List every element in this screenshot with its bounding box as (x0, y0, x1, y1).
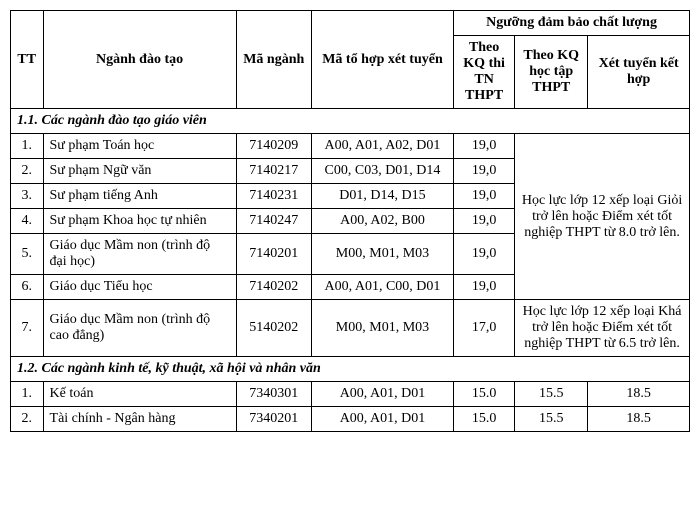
header-ma-nganh: Mã ngành (236, 11, 311, 109)
cell-thpt: 19,0 (454, 234, 515, 275)
header-nguong-group: Ngưỡng đảm bảo chất lượng (454, 11, 690, 36)
section-1-title: 1.1. Các ngành đào tạo giáo viên (11, 109, 690, 134)
cell-thpt: 15.0 (454, 407, 515, 432)
cell-name: Giáo dục Mầm non (trình độ cao đẳng) (43, 300, 236, 357)
cell-comb: A00, A01, D01 (311, 407, 453, 432)
cell-code: 7140247 (236, 209, 311, 234)
cell-thpt: 15.0 (454, 382, 515, 407)
merged-note-2: Học lực lớp 12 xếp loại Khá trở lên hoặc… (515, 300, 690, 357)
cell-comb: A00, A01, A02, D01 (311, 134, 453, 159)
cell-code: 7340301 (236, 382, 311, 407)
cell-tt: 5. (11, 234, 44, 275)
cell-hoc: 15.5 (515, 382, 588, 407)
header-nganh: Ngành đào tạo (43, 11, 236, 109)
cell-comb: A00, A01, C00, D01 (311, 275, 453, 300)
cell-name: Sư phạm Khoa học tự nhiên (43, 209, 236, 234)
cell-tt: 1. (11, 134, 44, 159)
admissions-table: TT Ngành đào tạo Mã ngành Mã tổ hợp xét … (10, 10, 690, 432)
header-ma-to-hop: Mã tổ hợp xét tuyển (311, 11, 453, 109)
cell-code: 5140202 (236, 300, 311, 357)
cell-tt: 2. (11, 407, 44, 432)
table-row: 1. Kế toán 7340301 A00, A01, D01 15.0 15… (11, 382, 690, 407)
cell-code: 7340201 (236, 407, 311, 432)
cell-thpt: 17,0 (454, 300, 515, 357)
cell-tt: 7. (11, 300, 44, 357)
table-row: 1. Sư phạm Toán học 7140209 A00, A01, A0… (11, 134, 690, 159)
table-row: 2. Tài chính - Ngân hàng 7340201 A00, A0… (11, 407, 690, 432)
cell-code: 7140201 (236, 234, 311, 275)
cell-code: 7140202 (236, 275, 311, 300)
merged-note-1: Học lực lớp 12 xếp loại Giỏi trở lên hoặ… (515, 134, 690, 300)
cell-tt: 4. (11, 209, 44, 234)
cell-thpt: 19,0 (454, 209, 515, 234)
header-tt: TT (11, 11, 44, 109)
cell-name: Giáo dục Mầm non (trình độ đại học) (43, 234, 236, 275)
cell-comb: M00, M01, M03 (311, 300, 453, 357)
cell-ket: 18.5 (588, 407, 690, 432)
section-2-header-row: 1.2. Các ngành kinh tế, kỹ thuật, xã hội… (11, 357, 690, 382)
section-1-header-row: 1.1. Các ngành đào tạo giáo viên (11, 109, 690, 134)
header-theo-thpt: Theo KQ thi TN THPT (454, 36, 515, 109)
header-theo-hoc-tap: Theo KQ học tập THPT (515, 36, 588, 109)
section-2-title: 1.2. Các ngành kinh tế, kỹ thuật, xã hội… (11, 357, 690, 382)
cell-code: 7140209 (236, 134, 311, 159)
cell-name: Kế toán (43, 382, 236, 407)
cell-comb: A00, A01, D01 (311, 382, 453, 407)
cell-tt: 6. (11, 275, 44, 300)
cell-thpt: 19,0 (454, 159, 515, 184)
cell-name: Giáo dục Tiểu học (43, 275, 236, 300)
cell-comb: A00, A02, B00 (311, 209, 453, 234)
cell-code: 7140217 (236, 159, 311, 184)
cell-comb: D01, D14, D15 (311, 184, 453, 209)
cell-tt: 3. (11, 184, 44, 209)
cell-comb: M00, M01, M03 (311, 234, 453, 275)
table-row: 7. Giáo dục Mầm non (trình độ cao đẳng) … (11, 300, 690, 357)
cell-thpt: 19,0 (454, 184, 515, 209)
cell-name: Sư phạm Toán học (43, 134, 236, 159)
cell-code: 7140231 (236, 184, 311, 209)
cell-thpt: 19,0 (454, 134, 515, 159)
header-xet-ket-hop: Xét tuyển kết hợp (588, 36, 690, 109)
cell-comb: C00, C03, D01, D14 (311, 159, 453, 184)
cell-thpt: 19,0 (454, 275, 515, 300)
table-body: 1.1. Các ngành đào tạo giáo viên 1. Sư p… (11, 109, 690, 432)
cell-tt: 2. (11, 159, 44, 184)
table-header: TT Ngành đào tạo Mã ngành Mã tổ hợp xét … (11, 11, 690, 109)
cell-name: Sư phạm Ngữ văn (43, 159, 236, 184)
cell-name: Tài chính - Ngân hàng (43, 407, 236, 432)
cell-name: Sư phạm tiếng Anh (43, 184, 236, 209)
cell-tt: 1. (11, 382, 44, 407)
cell-hoc: 15.5 (515, 407, 588, 432)
cell-ket: 18.5 (588, 382, 690, 407)
